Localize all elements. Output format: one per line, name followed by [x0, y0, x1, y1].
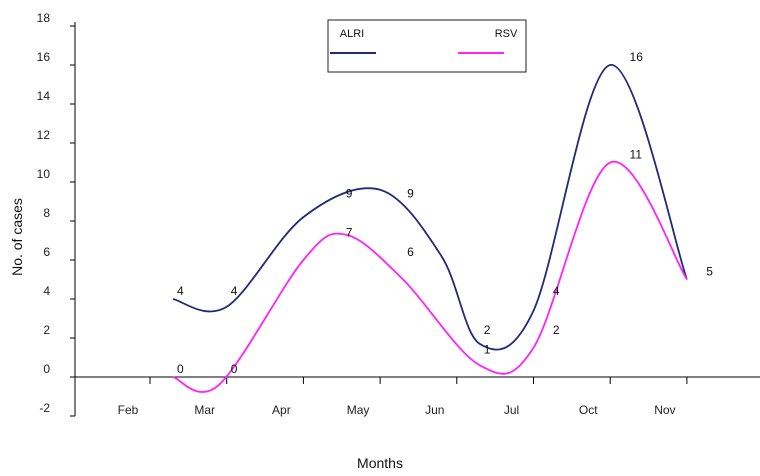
chart-axes	[74, 22, 760, 416]
y-tick-label: -2	[39, 401, 50, 415]
data-label-rsv: 1	[484, 343, 491, 357]
legend: ALRI RSV	[327, 19, 527, 73]
legend-label-rsv: RSV	[495, 28, 518, 40]
y-tick-label: 4	[43, 284, 50, 298]
data-label-alri: 4	[177, 284, 184, 298]
data-label-alri: 4	[553, 284, 560, 298]
y-tick-label: 6	[43, 245, 50, 259]
x-tick-label: Apr	[272, 403, 291, 417]
series-lines	[172, 64, 688, 393]
data-label-alri: 16	[630, 50, 644, 64]
x-axis-title: Months	[357, 455, 403, 471]
y-tick-label: 12	[37, 128, 51, 142]
data-labels: 4 4 9 9 2 4 16 5 0 0 7 6 1 2 11	[177, 50, 713, 376]
x-tick-label: Nov	[654, 403, 675, 417]
data-label-rsv: 11	[630, 148, 643, 162]
data-label-rsv: 0	[177, 362, 184, 376]
data-label-alri: 2	[484, 323, 491, 337]
x-axis-ticks: Feb Mar Apr May Jun Jul Oct Nov	[118, 377, 688, 417]
y-axis-ticks: -2 0 2 4 6 8 10 12 14 16 18	[37, 11, 75, 417]
data-label-alri: 9	[346, 187, 353, 201]
y-tick-label: 8	[43, 206, 50, 220]
data-label-rsv: 0	[231, 362, 238, 376]
x-tick-label: May	[347, 403, 370, 417]
y-tick-label: 14	[37, 89, 51, 103]
y-tick-label: 18	[37, 11, 51, 25]
x-tick-label: Feb	[118, 403, 139, 417]
data-label-alri: 4	[231, 284, 238, 298]
series-line-alri	[172, 64, 688, 351]
y-tick-label: 0	[43, 362, 50, 376]
data-label-rsv: 7	[346, 226, 353, 240]
data-label-rsv: 6	[407, 245, 414, 259]
series-line-rsv	[172, 161, 688, 393]
x-tick-label: Oct	[579, 403, 598, 417]
data-label-alri: 9	[407, 187, 414, 201]
x-tick-label: Jul	[504, 403, 519, 417]
y-axis-title: No. of cases	[9, 198, 25, 276]
legend-label-alri: ALRI	[340, 28, 364, 40]
data-label-rsv: 2	[553, 323, 560, 337]
legend-box	[327, 19, 527, 73]
data-label-alri: 5	[706, 265, 713, 279]
x-tick-label: Jun	[425, 403, 444, 417]
y-tick-label: 2	[43, 323, 50, 337]
y-tick-label: 16	[37, 50, 51, 64]
x-tick-label: Mar	[194, 403, 215, 417]
y-tick-label: 10	[37, 167, 51, 181]
